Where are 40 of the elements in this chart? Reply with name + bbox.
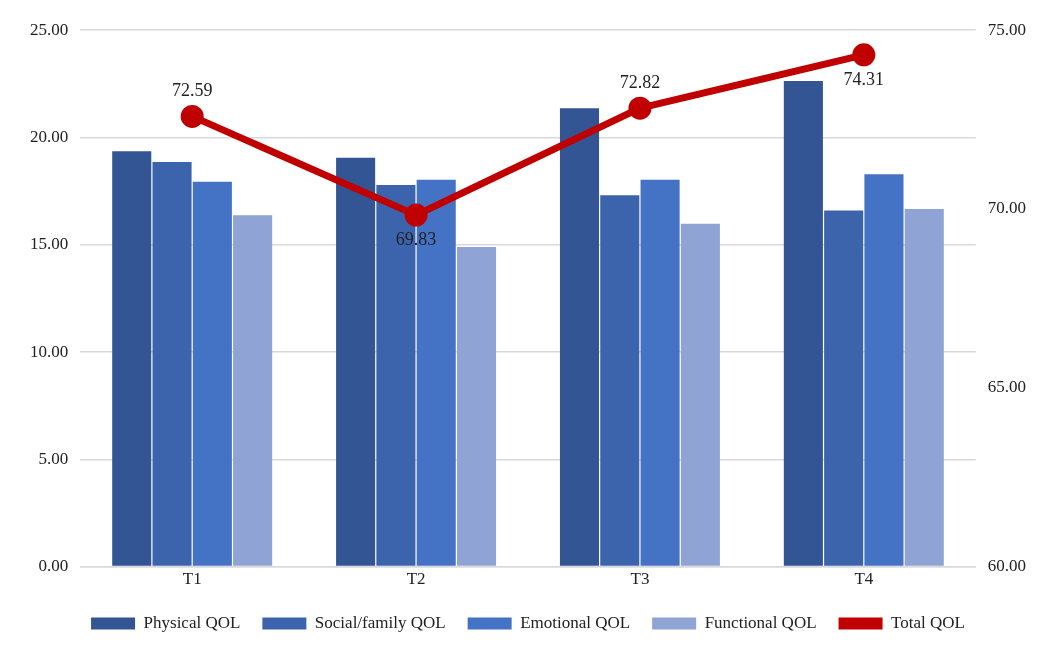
legend-label: Emotional QOL (520, 612, 631, 632)
legend-label: Total QOL (891, 612, 965, 632)
y-tick-label: 10.00 (30, 341, 69, 361)
bar (824, 210, 864, 566)
point (852, 43, 876, 67)
x-tick-label: T4 (854, 569, 874, 589)
x-tick-label: T2 (406, 569, 426, 589)
bar (783, 81, 823, 566)
y2-tick-label: 70.00 (987, 198, 1026, 218)
bar (112, 151, 152, 566)
data-label: 72.59 (171, 80, 213, 101)
bar (152, 161, 192, 566)
data-label: 74.31 (843, 68, 885, 89)
bar (192, 181, 232, 566)
bar (559, 108, 600, 566)
x-tick-label: T3 (630, 569, 650, 589)
bar (904, 208, 944, 566)
y-tick-label: 20.00 (30, 126, 69, 146)
bar (233, 215, 273, 566)
legend-label: Social/family QOL (314, 612, 446, 632)
bar (600, 195, 640, 566)
point (404, 203, 428, 227)
bar (640, 179, 680, 566)
bar (864, 174, 904, 566)
bar (336, 157, 376, 566)
legend-label: Functional QOL (704, 612, 817, 632)
point (628, 96, 652, 120)
y-tick-label: 25.00 (30, 19, 69, 39)
y2-tick-label: 75.00 (987, 19, 1026, 39)
data-label: 72.82 (619, 71, 661, 92)
y2-tick-label: 60.00 (987, 556, 1026, 576)
legend-label: Physical QOL (143, 612, 241, 632)
y-tick-label: 5.00 (38, 448, 69, 468)
bar (456, 247, 497, 566)
x-tick-label: T1 (182, 569, 202, 589)
y-tick-label: 15.00 (30, 234, 69, 254)
y2-tick-label: 65.00 (987, 377, 1026, 397)
y-tick-label: 0.00 (38, 556, 69, 576)
point (180, 104, 204, 128)
bar (680, 223, 720, 566)
